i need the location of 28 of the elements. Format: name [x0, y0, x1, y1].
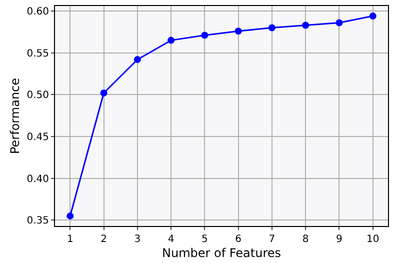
y-tick-label: 0.45	[26, 132, 49, 143]
x-tick-label: 3	[134, 234, 141, 245]
point	[100, 90, 108, 96]
x-tick-label: 7	[268, 234, 276, 245]
point	[336, 19, 343, 26]
x-axis-title: Number of Features	[162, 246, 281, 260]
point	[302, 22, 310, 29]
x-tick-label: 5	[201, 234, 208, 245]
x-tick-label: 8	[302, 234, 309, 245]
x-tick-label: 2	[100, 234, 107, 245]
point	[201, 32, 208, 39]
y-tick-label: 0.35	[26, 216, 49, 227]
y-tick-label: 0.40	[26, 174, 49, 185]
point	[66, 212, 74, 220]
y-axis-title: Performance	[8, 78, 22, 154]
point	[134, 56, 141, 64]
y-tick-label: 0.55	[26, 48, 49, 60]
point	[369, 12, 376, 20]
x-tick-label: 9	[336, 234, 342, 245]
y-tick-label: 0.60	[26, 6, 49, 18]
x-tick-label: 1	[66, 234, 74, 245]
x-tick-label: 4	[168, 234, 174, 245]
point	[234, 28, 242, 35]
point	[268, 24, 276, 32]
y-tick-label: 0.50	[26, 90, 49, 102]
x-tick-label: 6	[235, 234, 242, 245]
point	[168, 36, 175, 44]
x-tick-label: 10	[366, 234, 380, 245]
